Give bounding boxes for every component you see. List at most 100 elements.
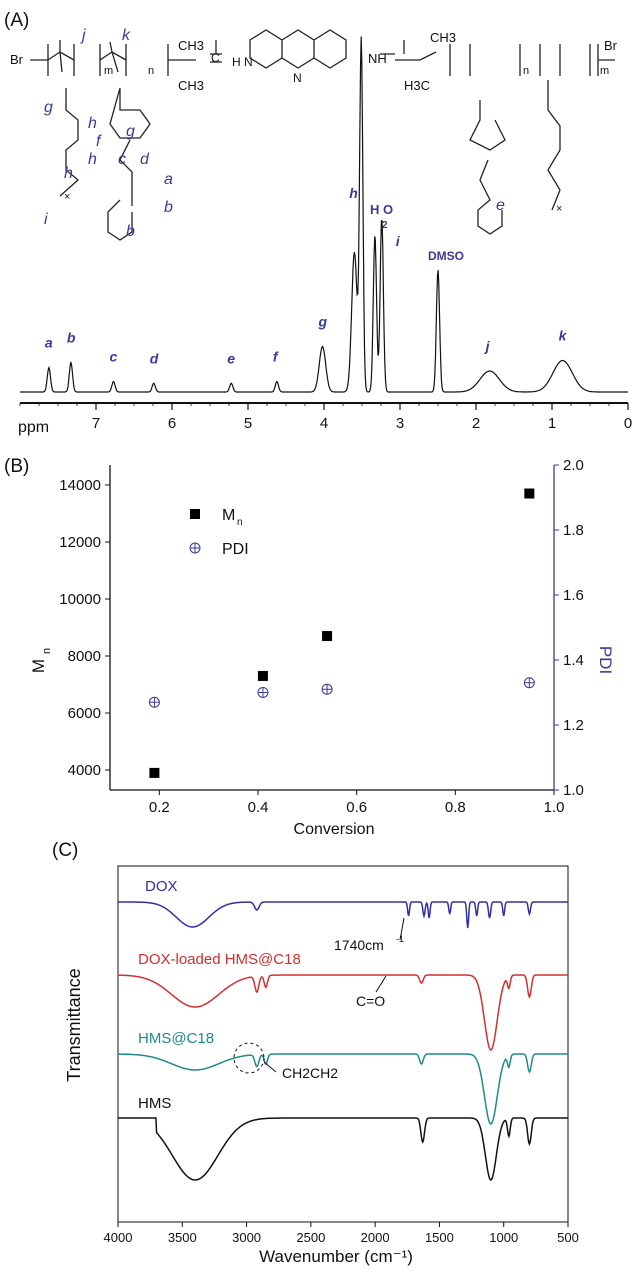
ftir-series-label-2: HMS@C18 xyxy=(138,1030,214,1047)
nmr-peak-label-d: d xyxy=(150,350,159,366)
scatter-x-tick-label: 0.6 xyxy=(346,799,367,816)
structure-n-left: n xyxy=(148,65,154,77)
ftir-arrow-co xyxy=(375,975,387,993)
legend-marker-mn xyxy=(190,509,200,519)
structure-label-k: k xyxy=(122,27,131,44)
ftir-trace-0 xyxy=(118,901,568,929)
structure-label-c: c xyxy=(118,151,126,168)
ftir-series-label-1: DOX-loaded HMS@C18 xyxy=(138,951,301,968)
structure-x-left: × xyxy=(64,191,70,203)
structure-ch3-1: CH3 xyxy=(178,38,204,53)
scatter-point-pdi-cross xyxy=(322,684,333,695)
ftir-x-tick-label: 500 xyxy=(557,1230,579,1245)
scatter-y-tick-label: 12000 xyxy=(59,534,101,551)
ftir-x-tick-label: 1000 xyxy=(489,1230,518,1245)
scatter-chart: 0.2 0.4 0.6 0.8 1.0 4000 6000 8000 10000 12000 140… xyxy=(59,457,584,816)
scatter-x-tick-label: 1.0 xyxy=(544,799,565,816)
structure-label-b: b xyxy=(164,199,173,216)
scatter-point-mn xyxy=(149,767,160,778)
structure-label-a: a xyxy=(164,171,173,188)
ftir-x-tick-label: 3000 xyxy=(232,1230,261,1245)
scatter-y2-tick-label: 1.2 xyxy=(563,717,584,734)
nmr-h2o-subscript: 2 xyxy=(382,220,388,231)
scatter-x-tick-label: 0.8 xyxy=(445,799,466,816)
nmr-peak-label-f: f xyxy=(273,349,279,365)
legend-label-pdi: PDI xyxy=(222,541,249,558)
scatter-ylabel-right: PDI xyxy=(596,646,615,674)
scatter-y2-tick-label: 1.6 xyxy=(563,587,584,604)
scatter-y-tick-label: 6000 xyxy=(68,705,101,722)
nmr-peak-label-i: i xyxy=(396,233,401,249)
structure-nh-left: H N xyxy=(232,55,253,69)
scatter-ylabel: M n xyxy=(29,648,53,673)
structure-label-g: g xyxy=(126,123,135,140)
nmr-h2o-label: H O xyxy=(370,202,393,217)
ftir-x-tick-label: 3500 xyxy=(168,1230,197,1245)
scatter-point-mn xyxy=(322,631,333,642)
structure-m-right: m xyxy=(600,65,609,77)
structure-label-h: h xyxy=(64,165,73,182)
scatter-xlabel: Conversion xyxy=(294,821,375,838)
scatter-point-pdi-cross xyxy=(524,677,535,688)
ftir-series-label-0: DOX xyxy=(145,878,178,895)
structure-label-e: e xyxy=(496,197,505,214)
nmr-peak-label-e: e xyxy=(227,350,235,366)
nmr-peak-label-g: g xyxy=(317,314,327,330)
structure-ch3-2: CH3 xyxy=(178,78,204,93)
ftir-x-tick-label: 4000 xyxy=(104,1230,133,1245)
structure-label-g: g xyxy=(44,99,53,116)
legend-marker-pdi-cross xyxy=(190,543,200,553)
ftir-trace-3 xyxy=(118,1117,568,1181)
nmr-x-tick-label: 6 xyxy=(168,415,176,432)
structure-ch3-3: CH3 xyxy=(430,30,456,45)
ftir-x-tick-label: 2000 xyxy=(361,1230,390,1245)
nmr-x-tick-label: 0 xyxy=(624,415,632,432)
ftir-x-tick-label: 2500 xyxy=(296,1230,325,1245)
nmr-xlabel: ppm xyxy=(18,419,49,436)
structure-label-j: j xyxy=(80,27,86,44)
structure-n-acridine: N xyxy=(293,71,302,85)
scatter-point-mn xyxy=(524,488,535,499)
nmr-x-tick-label: 5 xyxy=(244,415,252,432)
scatter-y2-tick-label: 2.0 xyxy=(563,457,584,474)
scatter-y2-tick-label: 1.8 xyxy=(563,522,584,539)
structure-nh-right: NH xyxy=(368,51,387,66)
panel-label-a: (A) xyxy=(4,10,29,31)
ftir-series-label-3: HMS xyxy=(138,1095,171,1112)
structure-c-amide: C xyxy=(211,51,220,65)
scatter-x-tick-label: 0.2 xyxy=(149,799,170,816)
scatter-y-tick-label: 8000 xyxy=(68,648,101,665)
scatter-ylabel-sub: n xyxy=(41,648,53,654)
structure-label-d: d xyxy=(140,151,150,168)
legend-label-mn-sub: n xyxy=(237,517,243,528)
structure-n-right: n xyxy=(523,65,529,77)
structure-br-left: Br xyxy=(10,52,24,67)
nmr-peak-label-c: c xyxy=(109,349,117,365)
ftir-trace-1 xyxy=(118,974,568,1051)
ftir-ylabel: Transmittance xyxy=(64,968,84,1081)
scatter-point-pdi-cross xyxy=(257,687,268,698)
ftir-circle-ch2 xyxy=(233,1042,265,1074)
nmr-dmso-label: DMSO xyxy=(428,249,464,263)
ftir-annotation-1740: 1740cm xyxy=(334,937,384,953)
scatter-point-pdi-cross xyxy=(149,697,160,708)
nmr-x-tick-label: 3 xyxy=(396,415,404,432)
structure-m-left: m xyxy=(104,65,113,77)
nmr-peak-label-j: j xyxy=(484,338,491,354)
nmr-trace xyxy=(20,36,628,393)
nmr-peak-label-h: h xyxy=(349,185,358,201)
scatter-ylabel-main: M xyxy=(29,659,48,673)
scatter-point-mn xyxy=(257,670,268,681)
nmr-x-tick-label: 7 xyxy=(92,415,100,432)
ftir-chart: 4000 3500 3000 2500 2000 1500 1000 500 DOX DOX-lo… xyxy=(104,865,579,1245)
structure-label-h: h xyxy=(88,115,97,132)
scatter-y2-tick-label: 1.0 xyxy=(563,782,584,799)
ftir-xlabel: Wavenumber (cm⁻¹) xyxy=(259,1247,413,1266)
scatter-x-tick-label: 0.4 xyxy=(248,799,269,816)
chemical-structure: Br CH3 CH3 C H N N NH CH3 H3C m n n m Br… xyxy=(10,29,618,241)
ftir-annotation-ch2ch2: CH2CH2 xyxy=(282,1065,338,1081)
ftir-annotation-co: C=O xyxy=(356,993,385,1009)
